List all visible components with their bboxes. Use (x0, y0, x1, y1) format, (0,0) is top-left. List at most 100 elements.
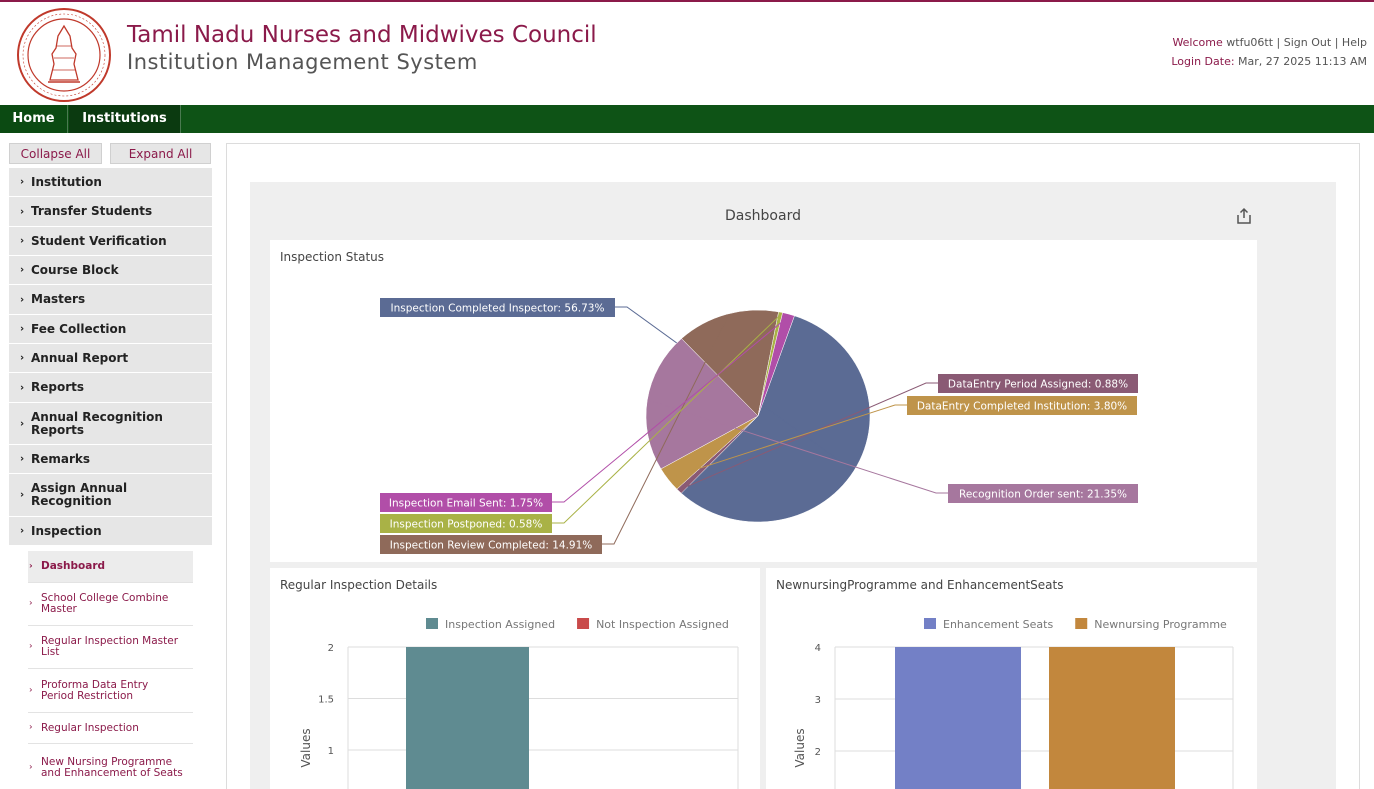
share-export-icon[interactable] (1234, 206, 1254, 226)
y-tick-label: 2 (815, 747, 821, 758)
pie-label-box (380, 535, 602, 554)
pie-label-box (380, 493, 552, 512)
pie-leader-line (552, 314, 781, 524)
y-axis-label: Values (793, 728, 807, 767)
sidebar-item-reports[interactable]: › Reports (9, 373, 212, 403)
chevron-right-icon: › (20, 264, 25, 276)
sidebar-item-course-block[interactable]: › Course Block (9, 256, 212, 285)
sidebar-item-masters[interactable]: › Masters (9, 285, 212, 315)
sidebar-item-annual-report[interactable]: › Annual Report (9, 344, 212, 373)
top-nav-bar: Home Institutions (0, 105, 1374, 133)
sidebar-subitem-new-nursing-programme[interactable]: › New Nursing Programme and Enhancement … (28, 744, 193, 789)
nav-institutions[interactable]: Institutions (69, 105, 181, 133)
pie-leader-line (650, 400, 948, 494)
pie-label-box (380, 514, 552, 533)
login-date-label: Login Date: (1171, 55, 1235, 68)
sidebar-item-remarks[interactable]: › Remarks (9, 445, 212, 474)
pie-data-label: Recognition Order sent: 21.35% (959, 489, 1127, 501)
sidebar-item-label: Annual Recognition Reports (31, 409, 163, 437)
sidebar-item-transfer-students[interactable]: › Transfer Students (9, 197, 212, 227)
pie-data-label: DataEntry Completed Institution: 3.80% (917, 401, 1127, 413)
pie-leader-line (602, 317, 729, 545)
chevron-right-icon: › (20, 176, 25, 188)
chevron-right-icon: › (20, 235, 25, 247)
pie-data-label: Inspection Postponed: 0.58% (390, 519, 543, 531)
legend-swatch (1075, 618, 1088, 629)
pie-label-box (938, 374, 1138, 393)
y-tick-label: 4 (815, 643, 821, 654)
sidebar: Collapse All Expand All › Institution › … (0, 133, 222, 789)
sidebar-item-label: Annual Report (31, 350, 129, 365)
sidebar-subitem-dashboard[interactable]: › Dashboard (28, 551, 193, 583)
user-links: Welcome wtfu06tt | Sign Out | Help (1172, 36, 1367, 49)
bar-newnursing-programme[interactable] (1049, 647, 1175, 789)
bar-enhancement-seats[interactable] (895, 647, 1021, 789)
pie-slice-inspection-email-sent[interactable] (757, 312, 795, 417)
sidebar-item-assign-annual-recognition[interactable]: › Assign Annual Recognition (9, 474, 212, 517)
pie-data-label: Inspection Review Completed: 14.91% (390, 540, 593, 552)
sidebar-subitem-school-college-combine-master[interactable]: › School College Combine Master (28, 583, 193, 626)
separator: | (1334, 36, 1339, 49)
sidebar-item-label: Reports (31, 380, 85, 394)
sidebar-item-label: Transfer Students (31, 204, 153, 218)
chevron-right-icon: › (29, 762, 33, 772)
sidebar-item-label: Fee Collection (31, 321, 127, 336)
inspection-status-pie-chart: Inspection Completed Inspector: 56.73% Da… (380, 298, 1138, 554)
y-axis-label: Values (299, 728, 313, 767)
sidebar-subitem-regular-inspection-master-list[interactable]: › Regular Inspection Master List (28, 626, 193, 669)
sidebar-item-fee-collection[interactable]: › Fee Collection (9, 315, 212, 344)
chevron-right-icon: › (20, 352, 25, 364)
pie-slice-recognition-order-sent[interactable] (645, 338, 759, 470)
chevron-right-icon: › (29, 685, 33, 695)
pie-leader-line (615, 306, 852, 470)
sidebar-subitem-label: New Nursing Programme and Enhancement of… (41, 755, 183, 779)
sidebar-subitem-proforma-data-entry-period-restriction[interactable]: › Proforma Data Entry Period Restriction (28, 669, 193, 713)
chevron-right-icon: › (20, 453, 25, 465)
pie-label-box (948, 484, 1138, 503)
legend-swatch (426, 618, 438, 629)
expand-all-button[interactable]: Expand All (110, 143, 211, 164)
nav-home[interactable]: Home (0, 105, 68, 133)
legend-entry[interactable]: Enhancement Seats (943, 618, 1053, 631)
sidebar-item-inspection[interactable]: › Inspection (9, 517, 212, 546)
sidebar-item-annual-recognition-reports[interactable]: › Annual Recognition Reports (9, 403, 212, 445)
collapse-all-button[interactable]: Collapse All (9, 143, 102, 164)
pie-label-box (907, 396, 1137, 415)
pie-slice-inspection-completed-inspector[interactable] (680, 315, 871, 523)
chart-title: Regular Inspection Details (280, 578, 438, 592)
pie-data-label: Inspection Completed Inspector: 56.73% (391, 303, 605, 315)
council-title: Tamil Nadu Nurses and Midwives Council (127, 22, 597, 48)
legend-swatch (577, 618, 590, 629)
enhancement-seats-card: NewnursingProgramme and EnhancementSeats… (766, 568, 1257, 789)
sidebar-subitem-label: School College Combine Master (41, 592, 169, 615)
chevron-right-icon: › (29, 598, 33, 609)
sidebar-item-student-verification[interactable]: › Student Verification (9, 227, 212, 256)
sidebar-subitem-label: Regular Inspection Master List (41, 635, 179, 658)
pie-leader-line (552, 316, 788, 503)
sidebar-item-label: Assign Annual Recognition (31, 481, 128, 508)
help-link[interactable]: Help (1341, 36, 1367, 49)
legend-entry[interactable]: Not Inspection Assigned (596, 618, 729, 631)
inspection-status-card: Inspection Status Inspection Completed I… (270, 240, 1257, 562)
sidebar-item-label: Course Block (31, 262, 119, 277)
chevron-right-icon: › (20, 206, 25, 217)
chevron-right-icon: › (20, 525, 25, 537)
chevron-right-icon: › (20, 294, 25, 305)
bar-inspection-assigned[interactable] (406, 647, 529, 789)
chevron-right-icon: › (20, 489, 25, 501)
sidebar-item-label: Inspection (31, 523, 102, 538)
pie-label-box (380, 298, 615, 317)
sidebar-subitem-regular-inspection[interactable]: › Regular Inspection (28, 713, 193, 744)
legend-entry[interactable]: Inspection Assigned (445, 618, 555, 631)
sidebar-item-institution[interactable]: › Institution (9, 168, 212, 197)
sidebar-item-label: Masters (31, 292, 86, 306)
chart-title: Inspection Status (280, 250, 385, 264)
pie-data-label: Inspection Email Sent: 1.75% (389, 498, 543, 510)
sidebar-item-label: Remarks (31, 451, 91, 466)
chevron-right-icon: › (29, 641, 33, 652)
council-seal-logo (17, 8, 111, 102)
sign-out-link[interactable]: Sign Out (1283, 36, 1332, 49)
chevron-right-icon: › (29, 561, 33, 571)
header: Tamil Nadu Nurses and Midwives Council I… (0, 2, 1374, 104)
legend-entry[interactable]: Newnursing Programme (1094, 618, 1227, 631)
